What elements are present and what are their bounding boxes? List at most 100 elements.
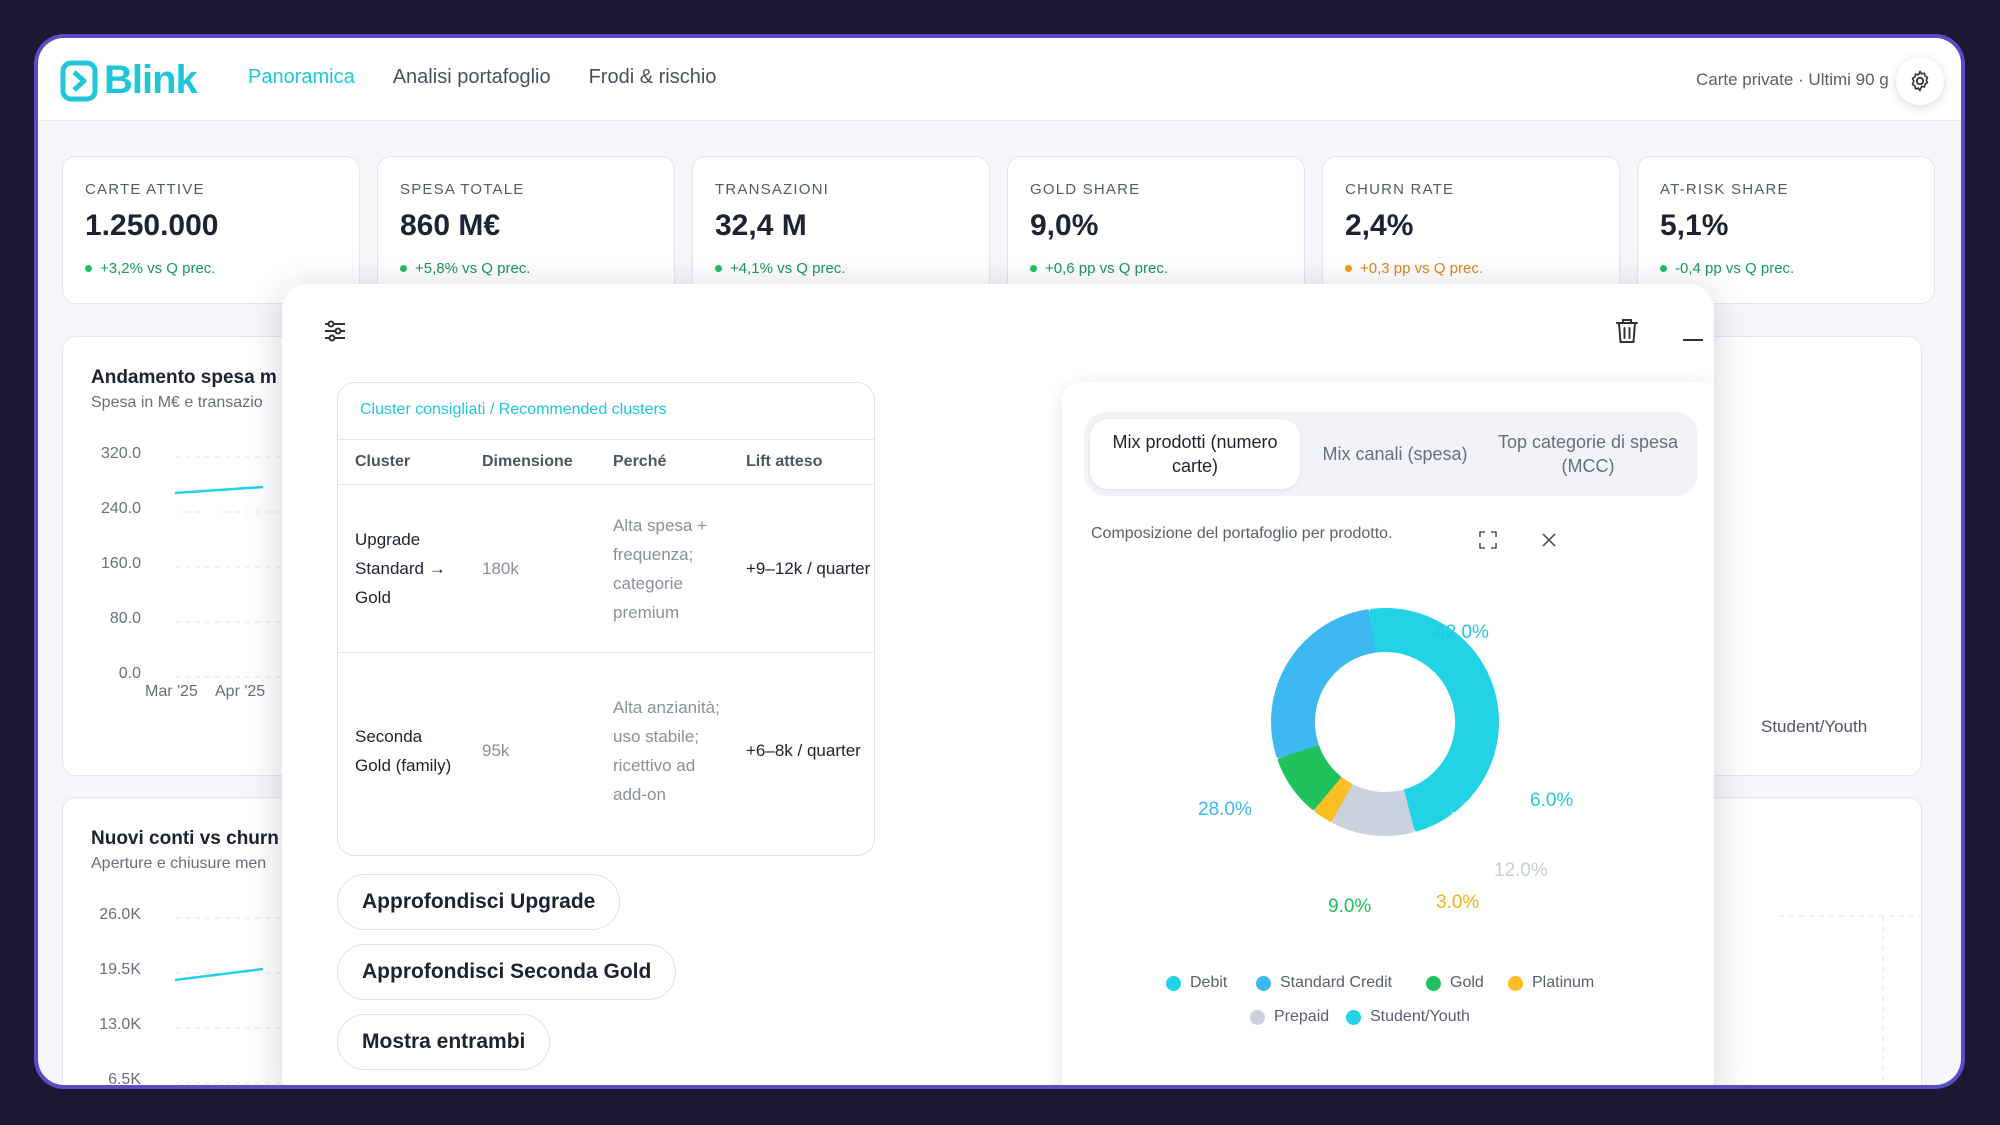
cell-lift: +6–8k / quarter — [746, 741, 861, 761]
legend-label: Platinum — [1532, 974, 1595, 991]
expand-button[interactable] — [1478, 530, 1498, 555]
donut-slice-platinum[interactable] — [1314, 776, 1352, 822]
table-row: Upgrade Standard → Gold 180k Alta spesa … — [338, 484, 874, 653]
slice-label-debit: 42.0% — [1435, 622, 1489, 643]
legend-label: Standard Credit — [1280, 974, 1393, 991]
slice-label-gold: 9.0% — [1328, 896, 1372, 917]
kpi-delta: +5,8% vs Q prec. — [415, 260, 531, 277]
legend-item-standard-credit[interactable]: Standard Credit — [1256, 974, 1392, 992]
donut-slice-gold[interactable] — [1277, 744, 1341, 810]
status-dot — [1345, 265, 1352, 272]
donut-slice-student-youth[interactable] — [1403, 778, 1453, 832]
y-tick: 19.5K — [99, 961, 141, 978]
tab-top-categorie[interactable]: Top categorie di spesa (MCC) — [1497, 432, 1679, 476]
kpi-delta: +0,6 pp vs Q prec. — [1045, 260, 1168, 277]
kpi-delta: -0,4 pp vs Q prec. — [1675, 260, 1795, 277]
legend-swatch — [1426, 975, 1441, 991]
cell-why: Alta anzianità; uso stabile; ricettivo a… — [613, 697, 720, 804]
logo[interactable]: Blink — [60, 58, 198, 103]
slice-label-standard-credit: 28.0% — [1198, 799, 1252, 820]
recommended-clusters-table: Cluster consigliati / Recommended cluste… — [337, 382, 875, 856]
y-tick: 13.0K — [99, 1016, 141, 1033]
right-gridlines — [1779, 915, 1921, 1085]
donut-slice-prepaid[interactable] — [1332, 784, 1415, 836]
legend-item-prepaid[interactable]: Prepaid — [1250, 1008, 1329, 1026]
action-approfondisci-upgrade[interactable]: Approfondisci Upgrade — [337, 874, 621, 930]
kpi-label: SPESA TOTALE — [400, 181, 525, 198]
kpi-label: TRANSAZIONI — [715, 181, 830, 198]
settings-button[interactable] — [1896, 57, 1944, 105]
donut-chart — [1271, 608, 1499, 836]
legend-label: Debit — [1190, 974, 1228, 991]
nav-frodi-rischio[interactable]: Frodi & rischio — [588, 66, 717, 88]
status-dot — [715, 265, 722, 272]
donut-slice-debit[interactable] — [1369, 608, 1499, 813]
kpi-carte-attive: CARTE ATTIVE 1.250.000 +3,2% vs Q prec. — [62, 156, 360, 304]
legend-item-platinum[interactable]: Platinum — [1508, 974, 1594, 992]
legend-label: Prepaid — [1274, 1008, 1330, 1025]
card-subtitle: Aperture e chiusure men — [91, 855, 267, 872]
cell-cluster: Seconda Gold (family) — [355, 726, 452, 775]
minus-icon — [1683, 339, 1703, 341]
blink-logo-icon — [60, 60, 98, 101]
status-dot — [1030, 265, 1037, 272]
sliders-icon — [325, 320, 345, 342]
kpi-value: 5,1% — [1660, 209, 1729, 242]
y-tick: 80.0 — [109, 610, 141, 627]
x-tick: Mar '25 — [145, 683, 198, 700]
status-dot — [1660, 265, 1667, 272]
product-mix-chart-card: Mix prodotti (numero carte) Mix canali (… — [1062, 382, 1714, 1085]
legend-item-student-youth[interactable]: Student/Youth — [1346, 1008, 1470, 1026]
kpi-label: CHURN RATE — [1345, 181, 1455, 198]
donut-slice-standard-credit[interactable] — [1271, 609, 1376, 759]
tab-mix-canali[interactable]: Mix canali (spesa) — [1322, 444, 1468, 464]
kpi-value: 860 M€ — [400, 209, 501, 242]
table-row: Seconda Gold (family) 95k Alta anzianità… — [338, 653, 874, 849]
trash-icon — [1616, 319, 1638, 343]
y-tick: 0.0 — [118, 665, 141, 682]
insight-panel: Cluster consigliati / Recommended cluste… — [282, 284, 1714, 1085]
card-title: Andamento spesa m — [91, 367, 277, 388]
app-name: Blink — [104, 58, 198, 102]
legend-swatch — [1508, 975, 1523, 991]
legend-swatch — [1346, 1009, 1361, 1025]
kpi-value: 2,4% — [1345, 209, 1414, 242]
slice-label-student-youth: 6.0% — [1530, 790, 1574, 811]
nav-panoramica[interactable]: Panoramica — [248, 66, 355, 88]
card-subtitle: Spesa in M€ e transazio — [91, 394, 263, 411]
scope-filter[interactable]: Carte private · Ultimi 90 g — [1696, 70, 1889, 89]
delete-button[interactable] — [1614, 317, 1640, 350]
legend-label: Student/Youth — [1370, 1008, 1470, 1025]
y-tick: 160.0 — [100, 555, 141, 572]
y-tick: 320.0 — [100, 445, 141, 462]
legend-label: Gold — [1450, 974, 1484, 991]
kpi-label: AT-RISK SHARE — [1660, 181, 1789, 198]
chart-tabs: Mix prodotti (numero carte) Mix canali (… — [1084, 412, 1698, 496]
kpi-label: CARTE ATTIVE — [85, 181, 205, 198]
legend-item-gold[interactable]: Gold — [1426, 974, 1484, 992]
filter-button[interactable] — [322, 318, 348, 349]
legend-item-debit[interactable]: Debit — [1166, 974, 1227, 992]
expand-icon — [1479, 531, 1497, 549]
cell-size: 95k — [482, 741, 510, 761]
legend-label: Student/Youth — [1761, 717, 1868, 736]
table-header-title: Cluster consigliati / Recommended cluste… — [360, 401, 667, 418]
minimize-button[interactable] — [1682, 329, 1704, 347]
status-dot — [85, 265, 92, 272]
legend-swatch — [1166, 975, 1181, 991]
kpi-delta: +4,1% vs Q prec. — [730, 260, 846, 277]
nav-analisi-portafoglio[interactable]: Analisi portafoglio — [392, 66, 551, 88]
col-cluster: Cluster — [338, 439, 465, 485]
close-button[interactable] — [1540, 531, 1558, 554]
tab-mix-prodotti[interactable]: Mix prodotti (numero carte) — [1090, 419, 1300, 489]
cell-size: 180k — [465, 484, 596, 653]
action-mostra-entrambi[interactable]: Mostra entrambi — [337, 1014, 551, 1070]
main-nav: Panoramica Analisi portafoglio Frodi & r… — [248, 66, 716, 89]
col-dimensione: Dimensione — [465, 439, 596, 485]
action-approfondisci-seconda-gold[interactable]: Approfondisci Seconda Gold — [337, 944, 677, 1000]
x-tick: Apr '25 — [215, 683, 266, 700]
col-perche: Perché — [596, 439, 729, 485]
legend-swatch — [1256, 975, 1271, 991]
kpi-delta: +3,2% vs Q prec. — [100, 260, 216, 277]
y-tick: 240.0 — [100, 500, 141, 517]
